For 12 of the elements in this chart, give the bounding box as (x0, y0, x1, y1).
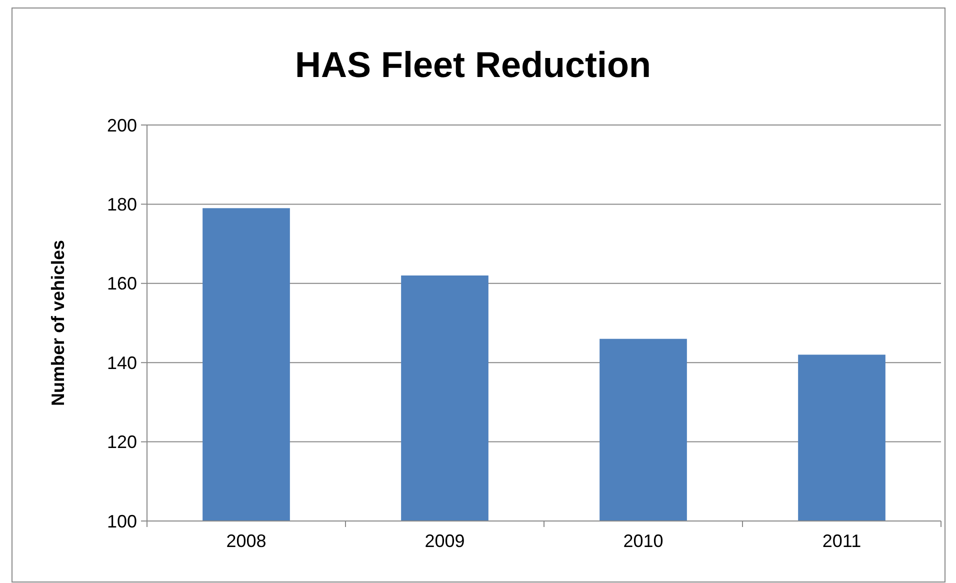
y-axis-title: Number of vehicles (48, 240, 68, 406)
x-tick-label: 2008 (226, 531, 266, 551)
y-tick-label: 140 (106, 352, 137, 373)
x-tick-label: 2010 (623, 531, 664, 551)
chart-title: HAS Fleet Reduction (294, 44, 652, 85)
y-tick-label: 160 (106, 274, 137, 294)
y-tick-label: 100 (106, 511, 137, 532)
y-tick-label: 200 (106, 115, 137, 136)
y-tick-label: 120 (106, 432, 137, 452)
x-tick-label: 2009 (424, 531, 465, 551)
x-tick-label: 2011 (822, 531, 862, 551)
y-tick-label: 180 (106, 194, 137, 214)
